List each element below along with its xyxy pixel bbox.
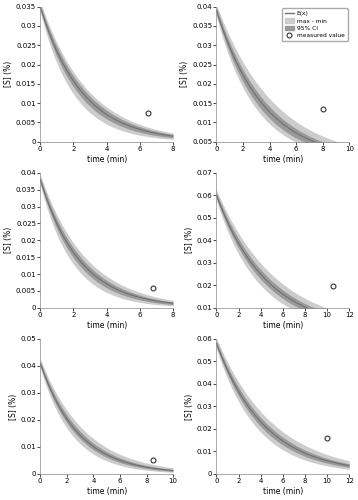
Y-axis label: [S] (%): [S] (%) [185,227,194,254]
Y-axis label: [S] (%): [S] (%) [4,61,13,88]
Legend: E(x), max - min, 95% CI, measured value: E(x), max - min, 95% CI, measured value [282,8,348,40]
X-axis label: time (min): time (min) [263,487,303,496]
X-axis label: time (min): time (min) [263,320,303,330]
Y-axis label: [S] (%): [S] (%) [9,394,18,419]
Y-axis label: [S] (%): [S] (%) [4,227,13,254]
X-axis label: time (min): time (min) [263,154,303,164]
X-axis label: time (min): time (min) [87,320,127,330]
Y-axis label: [S] (%): [S] (%) [180,61,189,88]
X-axis label: time (min): time (min) [87,154,127,164]
Y-axis label: [S] (%): [S] (%) [185,394,194,419]
X-axis label: time (min): time (min) [87,487,127,496]
